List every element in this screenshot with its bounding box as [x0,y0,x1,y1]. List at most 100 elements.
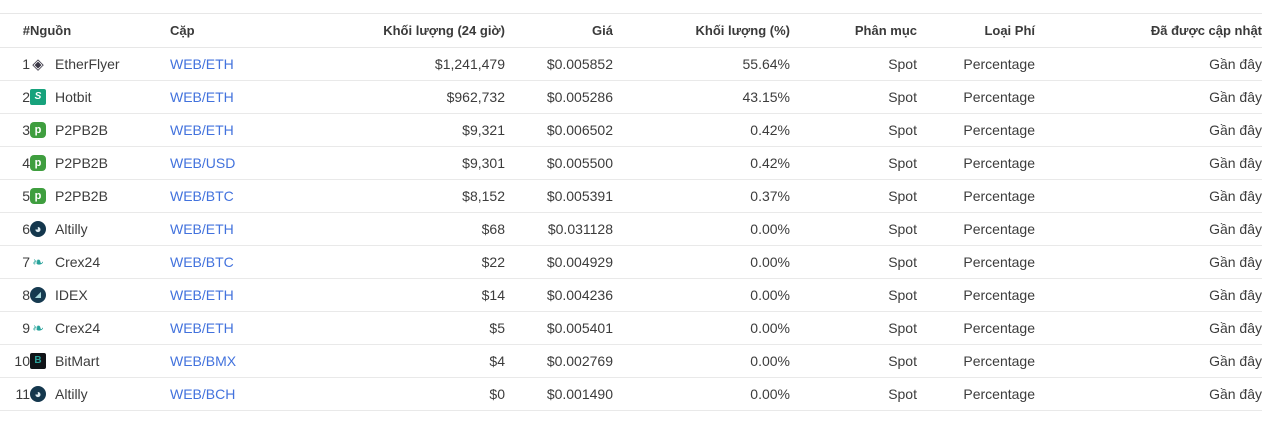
table-row: 9 ❧ Crex24 WEB/ETH $5 $0.005401 0.00% Sp… [0,311,1262,345]
markets-table-section: # Nguồn Cặp Khối lượng (24 giờ) Giá Khối… [0,13,1262,411]
crex24-logo-icon: ❧ [30,320,46,336]
logo-glyph: ◈ [32,56,44,72]
updated-value: Gần đây [1035,47,1262,81]
updated-value: Gần đây [1035,146,1262,180]
logo-glyph: ❧ [32,254,44,270]
fee-type-value: Percentage [917,146,1035,180]
exchange-name-link[interactable]: EtherFlyer [55,56,120,72]
logo-glyph: S [34,91,42,102]
col-header-updated[interactable]: Đã được cập nhật [1035,13,1262,48]
table-row: 10 B BitMart WEB/BMX $4 $0.002769 0.00% … [0,344,1262,378]
table-row: 7 ❧ Crex24 WEB/BTC $22 $0.004929 0.00% S… [0,245,1262,279]
volume-24h-value: $4 [325,344,505,378]
table-row: 11 ◕ Altilly WEB/BCH $0 $0.001490 0.00% … [0,377,1262,411]
source-cell: ❧ Crex24 [30,245,170,279]
pair-link[interactable]: WEB/ETH [170,287,234,303]
volume-percent-value: 0.00% [613,245,790,279]
price-value: $0.004236 [505,278,613,312]
rank-cell: 3 [0,113,30,147]
col-header-rank[interactable]: # [0,13,30,48]
col-header-fee-type[interactable]: Loại Phí [917,13,1035,48]
category-value: Spot [790,344,917,378]
price-value: $0.006502 [505,113,613,147]
category-value: Spot [790,113,917,147]
price-value: $0.031128 [505,212,613,246]
logo-glyph: p [34,156,42,169]
p2pb2b-logo-icon: p [30,188,46,204]
fee-type-value: Percentage [917,113,1035,147]
updated-value: Gần đây [1035,179,1262,213]
pair-link[interactable]: WEB/ETH [170,122,234,138]
exchange-name-link[interactable]: Altilly [55,386,88,402]
volume-24h-value: $68 [325,212,505,246]
category-value: Spot [790,311,917,345]
volume-percent-value: 43.15% [613,80,790,114]
fee-type-value: Percentage [917,179,1035,213]
source-cell: p P2PB2B [30,146,170,180]
volume-percent-value: 55.64% [613,47,790,81]
category-value: Spot [790,377,917,411]
updated-value: Gần đây [1035,311,1262,345]
pair-link[interactable]: WEB/ETH [170,221,234,237]
p2pb2b-logo-icon: p [30,155,46,171]
logo-glyph: ❧ [32,320,44,336]
exchange-name-link[interactable]: Altilly [55,221,88,237]
source-cell: B BitMart [30,344,170,378]
col-header-source[interactable]: Nguồn [30,13,170,48]
table-row: 8 ◢ IDEX WEB/ETH $14 $0.004236 0.00% Spo… [0,278,1262,312]
volume-percent-value: 0.42% [613,146,790,180]
altilly-logo-icon: ◕ [30,386,46,402]
table-row: 1 ◈ EtherFlyer WEB/ETH $1,241,479 $0.005… [0,47,1262,81]
source-cell: ◈ EtherFlyer [30,47,170,81]
table-row: 6 ◕ Altilly WEB/ETH $68 $0.031128 0.00% … [0,212,1262,246]
exchange-name-link[interactable]: P2PB2B [55,188,108,204]
source-cell: S Hotbit [30,80,170,114]
exchange-name-link[interactable]: Crex24 [55,320,101,336]
rank-cell: 11 [0,377,30,411]
price-value: $0.005500 [505,146,613,180]
crex24-logo-icon: ❧ [30,254,46,270]
exchange-name-link[interactable]: Crex24 [55,254,101,270]
logo-glyph: ◕ [34,222,42,236]
exchange-name-link[interactable]: P2PB2B [55,155,108,171]
col-header-pair[interactable]: Cặp [170,13,325,48]
exchange-name-link[interactable]: P2PB2B [55,122,108,138]
pair-link[interactable]: WEB/BTC [170,188,234,204]
col-header-volume-pct[interactable]: Khối lượng (%) [613,13,790,48]
exchange-name-link[interactable]: BitMart [55,353,100,369]
table-row: 2 S Hotbit WEB/ETH $962,732 $0.005286 43… [0,80,1262,114]
exchange-name-link[interactable]: IDEX [55,287,88,303]
category-value: Spot [790,278,917,312]
pair-link[interactable]: WEB/BMX [170,353,237,369]
pair-link[interactable]: WEB/ETH [170,89,234,105]
fee-type-value: Percentage [917,80,1035,114]
col-header-volume-24h[interactable]: Khối lượng (24 giờ) [325,13,505,48]
pair-link[interactable]: WEB/BTC [170,254,234,270]
logo-glyph: ◕ [34,387,42,401]
volume-percent-value: 0.42% [613,113,790,147]
fee-type-value: Percentage [917,47,1035,81]
volume-24h-value: $9,301 [325,146,505,180]
price-value: $0.005391 [505,179,613,213]
price-value: $0.005401 [505,311,613,345]
source-cell: p P2PB2B [30,179,170,213]
pair-link[interactable]: WEB/ETH [170,56,234,72]
category-value: Spot [790,80,917,114]
source-cell: ◢ IDEX [30,278,170,312]
source-cell: ◕ Altilly [30,377,170,411]
price-value: $0.001490 [505,377,613,411]
volume-24h-value: $22 [325,245,505,279]
table-row: 3 p P2PB2B WEB/ETH $9,321 $0.006502 0.42… [0,113,1262,147]
exchange-name-link[interactable]: Hotbit [55,89,92,105]
pair-link[interactable]: WEB/USD [170,155,236,171]
updated-value: Gần đây [1035,212,1262,246]
rank-cell: 4 [0,146,30,180]
rank-cell: 2 [0,80,30,114]
col-header-price[interactable]: Giá [505,13,613,48]
p2pb2b-logo-icon: p [30,122,46,138]
pair-link[interactable]: WEB/ETH [170,320,234,336]
source-cell: p P2PB2B [30,113,170,147]
col-header-category[interactable]: Phân mục [790,13,917,48]
volume-percent-value: 0.00% [613,344,790,378]
pair-link[interactable]: WEB/BCH [170,386,236,402]
